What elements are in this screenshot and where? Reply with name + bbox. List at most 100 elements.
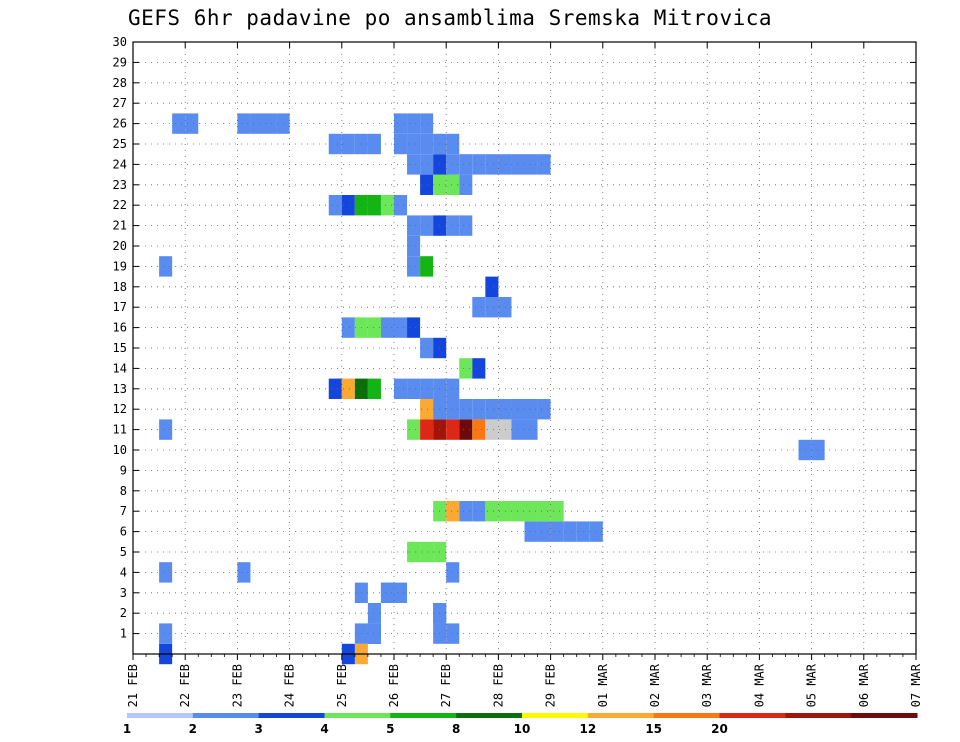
grid-lines (133, 41, 916, 654)
heatmap-cell (459, 419, 473, 440)
heatmap-cell (459, 501, 473, 522)
colorbar-swatch (522, 713, 589, 718)
heatmap-cell (446, 215, 460, 236)
heatmap-cells (159, 113, 825, 665)
heatmap-cell (524, 154, 538, 175)
chart-title: GEFS 6hr padavine po ansamblima Sremska … (128, 6, 773, 30)
heatmap-cell (185, 113, 199, 134)
colorbar-swatch (456, 713, 523, 718)
y-tick-label: 26 (113, 117, 127, 131)
y-tick-label: 30 (113, 35, 127, 49)
heatmap-cell (328, 133, 342, 155)
heatmap-cell (380, 582, 394, 603)
heatmap-cell (446, 419, 460, 440)
heatmap-cell (498, 297, 512, 318)
colorbar-swatch (192, 713, 260, 718)
heatmap-cell (537, 154, 551, 175)
colorbar-swatch (587, 713, 655, 718)
heatmap-cell (394, 195, 408, 216)
heatmap-cell (537, 521, 551, 542)
x-tick-label: 25 FEB (335, 664, 349, 707)
heatmap-cell (420, 399, 434, 420)
heatmap-cell (420, 337, 434, 359)
heatmap-cell (394, 317, 408, 338)
heatmap-cell (407, 419, 421, 440)
heatmap-cell (420, 419, 434, 440)
heatmap-cell (563, 521, 577, 542)
colorbar-swatch (653, 713, 720, 718)
colorbar-swatch (127, 713, 194, 718)
x-tick-label: 29 FEB (544, 664, 558, 707)
heatmap-cell (367, 195, 381, 216)
heatmap-cell (367, 623, 381, 644)
heatmap-cell (380, 195, 394, 216)
y-tick-label: 16 (113, 321, 127, 335)
x-tick-label: 03 MAR (700, 663, 714, 707)
heatmap-cell (472, 419, 486, 440)
heatmap-cell (485, 154, 499, 175)
y-tick-label: 9 (120, 463, 127, 477)
heatmap-cell (407, 215, 421, 236)
heatmap-cell (367, 133, 381, 155)
heatmap-cell (420, 378, 434, 399)
heatmap-cell (446, 133, 460, 155)
colorbar-tick-label: 20 (711, 722, 728, 736)
heatmap-cell (459, 358, 473, 379)
heatmap-cell (407, 235, 421, 257)
x-tick-label: 27 FEB (439, 664, 453, 707)
heatmap-cell (459, 215, 473, 236)
colorbar-tick-label: 1 (123, 722, 131, 736)
x-tick-label: 01 MAR (596, 663, 610, 707)
colorbar-swatch (390, 713, 457, 718)
heatmap-cell (472, 297, 486, 318)
y-axis: 1234567891011121314151617181920212223242… (113, 35, 916, 641)
heatmap-cell (485, 501, 499, 522)
heatmap-cell (459, 174, 473, 195)
heatmap-cell (263, 113, 277, 134)
colorbar-swatch (258, 713, 325, 718)
y-tick-label: 11 (113, 423, 127, 437)
heatmap-cell (498, 399, 512, 420)
heatmap-cell (159, 562, 173, 583)
y-tick-label: 28 (113, 76, 127, 90)
x-tick-label: 28 FEB (491, 664, 505, 707)
heatmap-cell (472, 501, 486, 522)
heatmap-cell (589, 521, 603, 542)
heatmap-cell (811, 439, 825, 461)
heatmap-cell (250, 113, 264, 134)
x-tick-label: 05 MAR (805, 663, 819, 707)
y-tick-label: 8 (120, 484, 127, 498)
colorbar-swatch (324, 713, 391, 718)
heatmap-cell (341, 133, 355, 155)
y-tick-label: 3 (120, 586, 127, 600)
heatmap-cell (394, 582, 408, 603)
heatmap-cell (407, 256, 421, 277)
x-tick-label: 21 FEB (126, 664, 140, 707)
y-tick-label: 2 (120, 606, 127, 620)
heatmap-cell (446, 501, 460, 522)
colorbar-swatch (785, 713, 852, 718)
y-tick-label: 24 (113, 157, 127, 171)
heatmap-cell (485, 419, 499, 440)
heatmap-cell (380, 317, 394, 338)
heatmap-cell (524, 501, 538, 522)
heatmap-cell (524, 419, 538, 440)
heatmap-cell (550, 521, 564, 542)
heatmap-cell (159, 256, 173, 277)
heatmap-cell (472, 154, 486, 175)
x-tick-label: 07 MAR (909, 663, 923, 707)
y-tick-label: 4 (120, 565, 127, 579)
x-tick-label: 22 FEB (178, 664, 192, 707)
x-tick-label: 23 FEB (230, 664, 244, 707)
y-tick-label: 1 (120, 627, 127, 641)
heatmap-cell (407, 541, 421, 563)
heatmap-cell (341, 195, 355, 216)
heatmap-cell (446, 562, 460, 583)
colorbar-swatch (719, 713, 786, 718)
heatmap-cell (472, 399, 486, 420)
heatmap-cell (394, 133, 408, 155)
heatmap-cell (498, 419, 512, 440)
heatmap-cell (407, 317, 421, 338)
heatmap-cell (367, 603, 381, 624)
y-tick-label: 22 (113, 198, 127, 212)
